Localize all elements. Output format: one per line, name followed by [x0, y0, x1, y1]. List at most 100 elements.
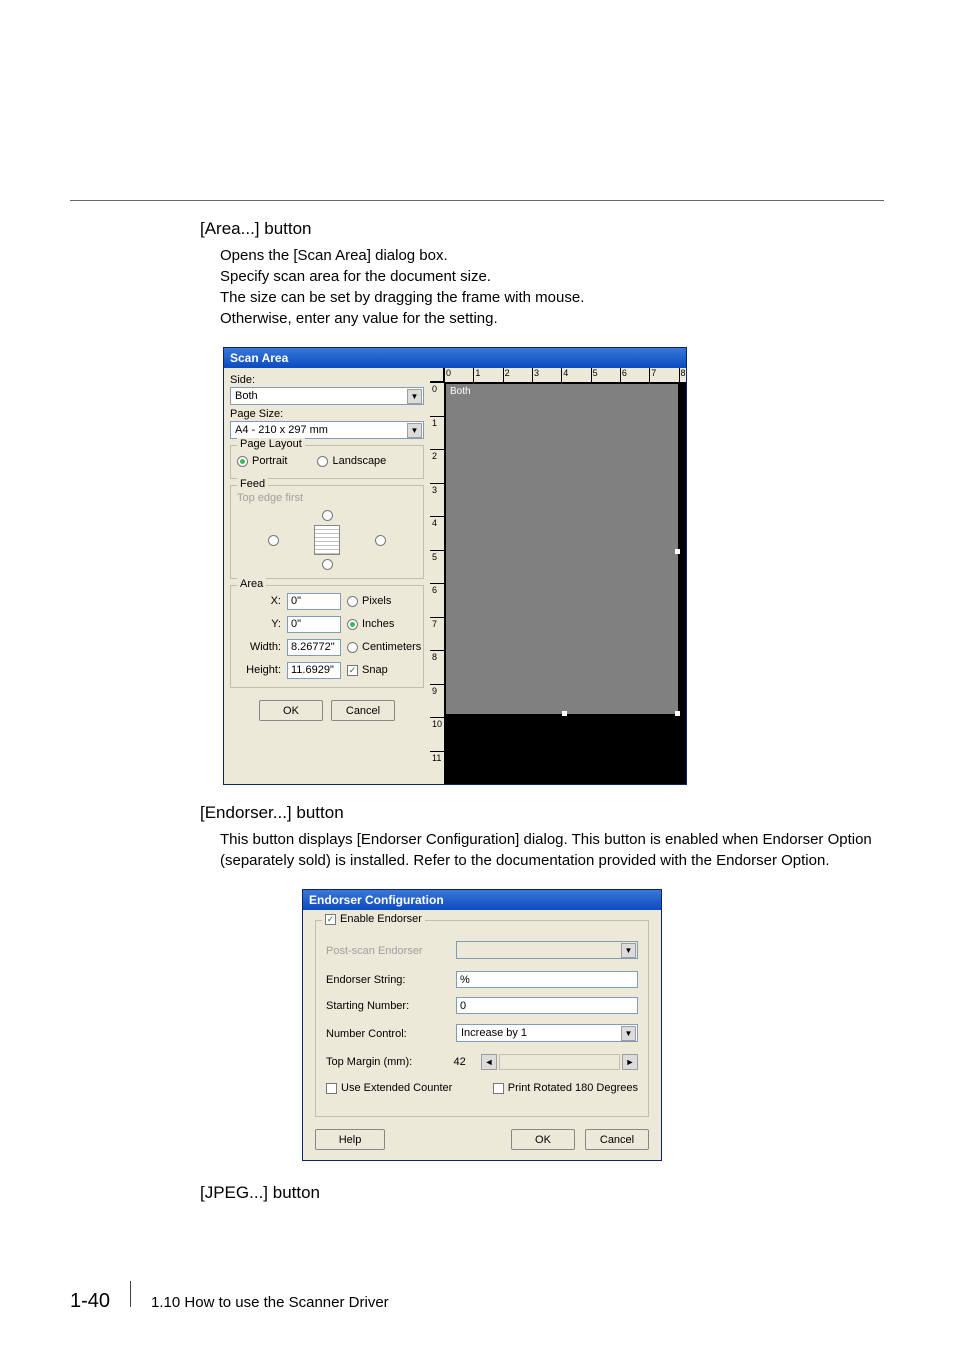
- landscape-radio-label: Landscape: [332, 455, 386, 467]
- resize-handle-icon[interactable]: [675, 711, 680, 716]
- endorser-string-input[interactable]: [456, 971, 638, 988]
- feed-top-edge-label: Top edge first: [237, 492, 417, 504]
- page-footer: 1-40 1.10 How to use the Scanner Driver: [70, 1281, 389, 1313]
- feed-radio-top: [322, 510, 333, 521]
- chevron-down-icon: ▼: [621, 943, 636, 958]
- radio-icon: [347, 596, 358, 607]
- footer-section-title: 1.10 How to use the Scanner Driver: [151, 1294, 389, 1311]
- area-x-label: X:: [237, 595, 281, 607]
- starting-number-label: Starting Number:: [326, 1000, 456, 1012]
- side-select-value: Both: [235, 390, 258, 402]
- snap-checkbox[interactable]: ✓Snap: [347, 664, 427, 676]
- checkbox-icon: ✓: [347, 665, 358, 676]
- top-margin-label: Top Margin (mm):: [326, 1056, 454, 1068]
- scan-area-dialog-title: Scan Area: [224, 348, 686, 368]
- print-rotated-checkbox[interactable]: ✓ Print Rotated 180 Degrees: [493, 1082, 638, 1094]
- preview-selection-rect[interactable]: Both: [446, 384, 678, 714]
- slider-track[interactable]: [499, 1054, 620, 1070]
- portrait-radio-label: Portrait: [252, 455, 287, 467]
- scan-area-dialog: Scan Area Side: Both ▼ Page Size: A4 - 2…: [223, 347, 687, 785]
- area-y-input[interactable]: [287, 616, 341, 633]
- area-section-heading: [Area...] button: [200, 219, 884, 239]
- footer-page-number: 1-40: [70, 1290, 110, 1313]
- endorser-mode-label: Post-scan Endorser: [326, 945, 456, 957]
- area-body-line: Otherwise, enter any value for the setti…: [220, 308, 884, 329]
- feed-orientation-icon: [314, 525, 340, 555]
- number-control-value: Increase by 1: [461, 1027, 527, 1039]
- jpeg-section-heading: [JPEG...] button: [200, 1183, 884, 1203]
- endorser-section-heading: [Endorser...] button: [200, 803, 884, 823]
- area-width-input[interactable]: [287, 639, 341, 656]
- scan-area-cancel-button[interactable]: Cancel: [331, 700, 395, 721]
- preview-side-label: Both: [450, 386, 471, 397]
- area-group-title: Area: [237, 578, 266, 590]
- endorser-cancel-button[interactable]: Cancel: [585, 1129, 649, 1150]
- portrait-radio[interactable]: Portrait: [237, 455, 287, 467]
- enable-endorser-label: Enable Endorser: [340, 913, 422, 925]
- arrow-left-icon[interactable]: ◄: [481, 1054, 497, 1070]
- scan-area-ok-button[interactable]: OK: [259, 700, 323, 721]
- endorser-ok-button[interactable]: OK: [511, 1129, 575, 1150]
- area-section-body: Opens the [Scan Area] dialog box. Specif…: [220, 245, 884, 329]
- enable-endorser-checkbox[interactable]: ✓: [325, 914, 336, 925]
- area-width-label: Width:: [237, 641, 281, 653]
- side-label: Side:: [230, 374, 424, 386]
- ruler-corner: [430, 368, 444, 382]
- scan-area-preview[interactable]: 0 1 2 3 4 5 6 7 8 0 1 2 3 4 5 6: [430, 368, 686, 784]
- feed-radio-left: [268, 535, 279, 546]
- resize-handle-icon[interactable]: [675, 549, 680, 554]
- radio-icon: [347, 619, 358, 630]
- page-size-label: Page Size:: [230, 408, 424, 420]
- arrow-right-icon[interactable]: ►: [622, 1054, 638, 1070]
- page-layout-group: Page Layout Portrait Landscape: [230, 445, 424, 479]
- top-rule: [70, 200, 884, 201]
- feed-radio-bottom: [322, 559, 333, 570]
- page-size-select-value: A4 - 210 x 297 mm: [235, 424, 328, 436]
- checkbox-icon: ✓: [493, 1083, 504, 1094]
- feed-radio-right: [375, 535, 386, 546]
- starting-number-input[interactable]: [456, 997, 638, 1014]
- checkbox-icon: ✓: [326, 1083, 337, 1094]
- feed-group-title: Feed: [237, 478, 268, 490]
- page-layout-group-title: Page Layout: [237, 438, 305, 450]
- footer-divider: [130, 1281, 131, 1307]
- top-margin-slider[interactable]: ◄ ►: [481, 1054, 638, 1070]
- preview-canvas[interactable]: Both: [444, 382, 686, 784]
- extended-counter-checkbox[interactable]: ✓ Use Extended Counter: [326, 1082, 452, 1094]
- area-y-label: Y:: [237, 618, 281, 630]
- scan-area-left-panel: Side: Both ▼ Page Size: A4 - 210 x 297 m…: [224, 368, 430, 784]
- units-pixels-radio[interactable]: Pixels: [347, 595, 427, 607]
- endorser-config-dialog: Endorser Configuration ✓ Enable Endorser…: [302, 889, 662, 1161]
- chevron-down-icon[interactable]: ▼: [621, 1026, 636, 1041]
- side-select[interactable]: Both ▼: [230, 387, 424, 405]
- feed-group: Feed Top edge first: [230, 485, 424, 579]
- radio-icon: [237, 456, 248, 467]
- units-centimeters-radio[interactable]: Centimeters: [347, 641, 427, 653]
- units-inches-radio[interactable]: Inches: [347, 618, 427, 630]
- endorser-string-label: Endorser String:: [326, 974, 456, 986]
- radio-icon: [317, 456, 328, 467]
- endorser-section-body: This button displays [Endorser Configura…: [220, 829, 884, 871]
- area-x-input[interactable]: [287, 593, 341, 610]
- page-size-select[interactable]: A4 - 210 x 297 mm ▼: [230, 421, 424, 439]
- radio-icon: [347, 642, 358, 653]
- endorser-mode-select: ▼: [456, 941, 638, 959]
- number-control-label: Number Control:: [326, 1028, 456, 1040]
- endorser-help-button[interactable]: Help: [315, 1129, 385, 1150]
- endorser-group: ✓ Enable Endorser Post-scan Endorser ▼ E…: [315, 920, 649, 1117]
- area-group: Area X: Pixels Y: Inches Width: Centimet…: [230, 585, 424, 688]
- area-body-line: The size can be set by dragging the fram…: [220, 287, 884, 308]
- area-body-line: Specify scan area for the document size.: [220, 266, 884, 287]
- landscape-radio[interactable]: Landscape: [317, 455, 386, 467]
- chevron-down-icon[interactable]: ▼: [407, 389, 422, 404]
- ruler-vertical: 0 1 2 3 4 5 6 7 8 9 10 11: [430, 382, 444, 784]
- area-body-line: Opens the [Scan Area] dialog box.: [220, 245, 884, 266]
- resize-handle-icon[interactable]: [562, 711, 567, 716]
- chevron-down-icon[interactable]: ▼: [407, 423, 422, 438]
- ruler-horizontal: 0 1 2 3 4 5 6 7 8: [444, 368, 686, 382]
- area-height-label: Height:: [237, 664, 281, 676]
- number-control-select[interactable]: Increase by 1 ▼: [456, 1024, 638, 1042]
- endorser-dialog-title: Endorser Configuration: [303, 890, 661, 910]
- area-height-input[interactable]: [287, 662, 341, 679]
- top-margin-value: 42: [454, 1056, 481, 1068]
